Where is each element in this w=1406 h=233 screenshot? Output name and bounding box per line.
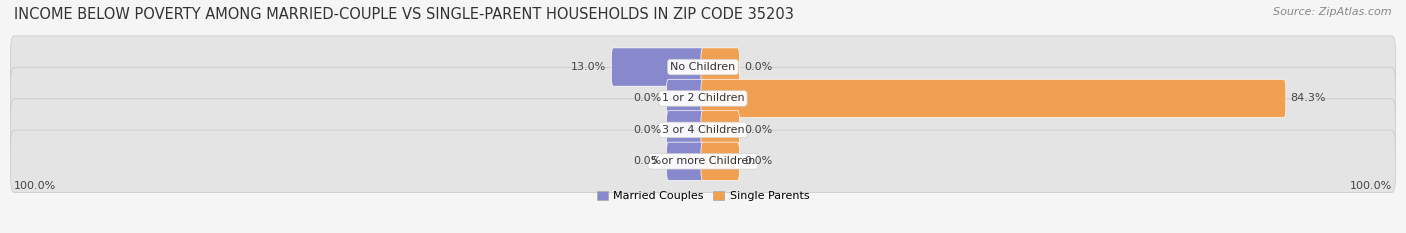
Text: 3 or 4 Children: 3 or 4 Children: [662, 125, 744, 135]
Text: 0.0%: 0.0%: [744, 156, 772, 166]
Text: 84.3%: 84.3%: [1291, 93, 1326, 103]
Text: 0.0%: 0.0%: [634, 125, 662, 135]
FancyBboxPatch shape: [666, 79, 704, 118]
FancyBboxPatch shape: [702, 79, 1286, 118]
Text: 100.0%: 100.0%: [14, 181, 56, 191]
FancyBboxPatch shape: [11, 130, 1395, 192]
Text: 0.0%: 0.0%: [744, 62, 772, 72]
Text: 1 or 2 Children: 1 or 2 Children: [662, 93, 744, 103]
Text: 0.0%: 0.0%: [744, 125, 772, 135]
Text: INCOME BELOW POVERTY AMONG MARRIED-COUPLE VS SINGLE-PARENT HOUSEHOLDS IN ZIP COD: INCOME BELOW POVERTY AMONG MARRIED-COUPL…: [14, 7, 794, 22]
FancyBboxPatch shape: [702, 142, 740, 181]
FancyBboxPatch shape: [666, 142, 704, 181]
FancyBboxPatch shape: [11, 36, 1395, 98]
FancyBboxPatch shape: [702, 48, 740, 86]
FancyBboxPatch shape: [612, 48, 704, 86]
FancyBboxPatch shape: [11, 99, 1395, 161]
FancyBboxPatch shape: [666, 111, 704, 149]
Legend: Married Couples, Single Parents: Married Couples, Single Parents: [592, 187, 814, 206]
Text: No Children: No Children: [671, 62, 735, 72]
FancyBboxPatch shape: [702, 111, 740, 149]
Text: 5 or more Children: 5 or more Children: [651, 156, 755, 166]
Text: 0.0%: 0.0%: [634, 93, 662, 103]
Text: 13.0%: 13.0%: [571, 62, 606, 72]
Text: Source: ZipAtlas.com: Source: ZipAtlas.com: [1274, 7, 1392, 17]
FancyBboxPatch shape: [11, 67, 1395, 130]
Text: 100.0%: 100.0%: [1350, 181, 1392, 191]
Text: 0.0%: 0.0%: [634, 156, 662, 166]
